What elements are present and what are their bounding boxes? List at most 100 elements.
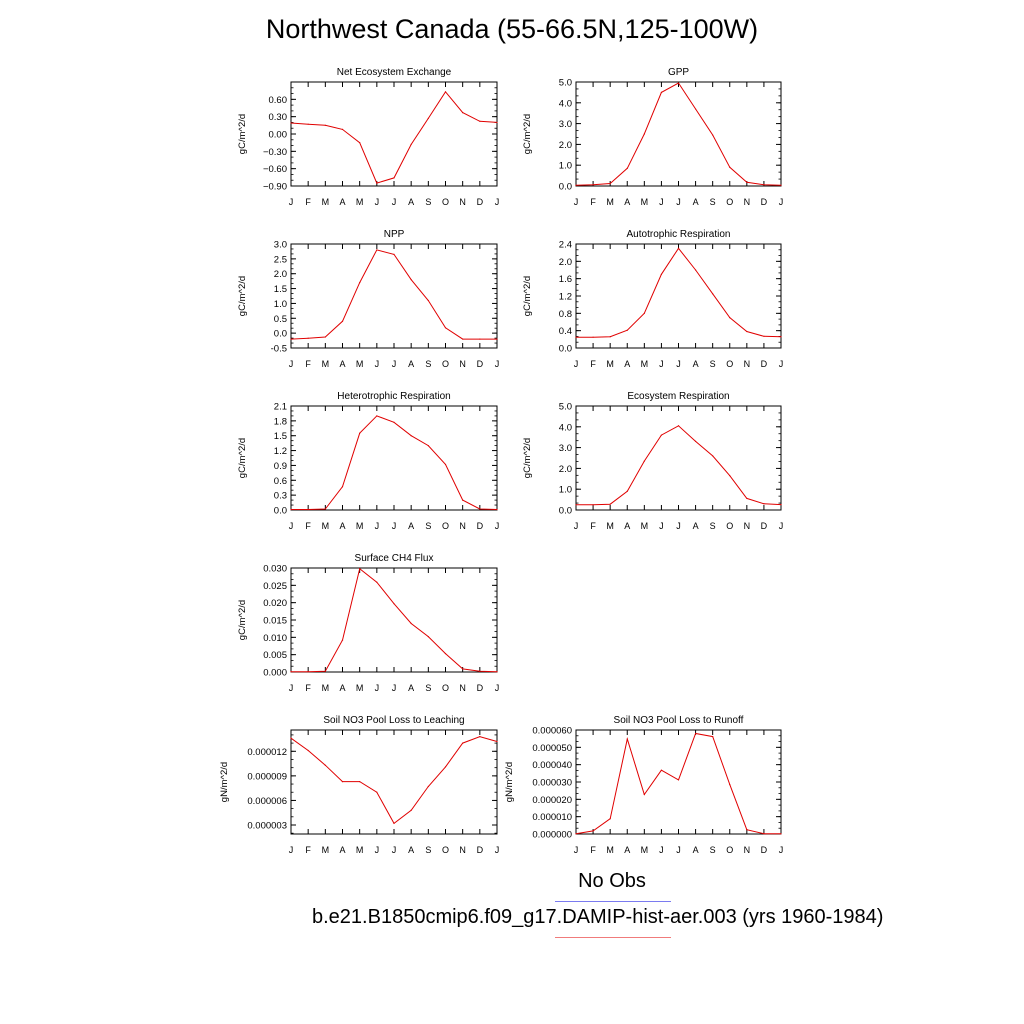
series-line xyxy=(575,82,782,186)
y-tick-label: 2.0 xyxy=(559,140,572,151)
data-point xyxy=(780,336,782,338)
y-tick-label: 1.2 xyxy=(274,446,287,457)
data-point xyxy=(290,122,292,124)
x-tick-label: D xyxy=(477,845,484,855)
y-tick-label: 0.000050 xyxy=(532,743,572,754)
data-point xyxy=(376,249,378,251)
x-tick-label: M xyxy=(356,197,364,207)
series-line xyxy=(290,736,498,825)
series-line xyxy=(291,567,498,673)
x-tick-label: J xyxy=(574,359,579,369)
y-axis-label: gC/m^2/d xyxy=(522,438,533,478)
x-tick-label: J xyxy=(375,359,380,369)
x-tick-label: O xyxy=(442,683,449,693)
x-tick-label: M xyxy=(322,359,330,369)
data-point xyxy=(592,184,594,186)
x-tick-label: A xyxy=(693,197,699,207)
x-tick-label: J xyxy=(659,521,664,531)
data-point xyxy=(677,247,680,249)
x-tick-label: N xyxy=(744,845,751,855)
data-point xyxy=(290,338,292,340)
x-tick-label: A xyxy=(339,359,345,369)
x-tick-label: A xyxy=(339,197,345,207)
y-tick-label: 3.0 xyxy=(559,119,572,130)
x-tick-label: A xyxy=(624,845,630,855)
x-tick-label: O xyxy=(726,197,733,207)
x-tick-label: M xyxy=(356,683,364,693)
plot-frame xyxy=(290,729,498,835)
data-point xyxy=(694,108,697,110)
x-tick-label: D xyxy=(477,521,484,531)
data-point xyxy=(410,279,412,281)
x-tick-label: J xyxy=(574,197,579,207)
y-tick-label: 3.0 xyxy=(559,443,572,454)
panel-title: Heterotrophic Respiration xyxy=(337,391,450,402)
x-tick-label: A xyxy=(339,683,345,693)
x-tick-label: S xyxy=(425,359,431,369)
x-tick-label: A xyxy=(339,521,345,531)
x-tick-label: N xyxy=(744,359,751,369)
x-tick-label: J xyxy=(392,845,397,855)
x-tick-label: N xyxy=(744,197,751,207)
data-point xyxy=(479,120,481,122)
x-tick-label: M xyxy=(322,683,330,693)
y-tick-label: 0.0 xyxy=(274,329,287,340)
data-point xyxy=(444,463,447,466)
y-tick-label: 0.000003 xyxy=(247,820,287,831)
data-point xyxy=(290,671,292,673)
y-tick-label: 2.4 xyxy=(559,240,572,251)
data-point xyxy=(729,784,731,786)
data-point xyxy=(643,312,645,314)
data-point xyxy=(427,117,429,119)
x-tick-label: J xyxy=(659,197,664,207)
x-tick-label: D xyxy=(761,359,768,369)
x-tick-label: J xyxy=(495,683,500,693)
x-tick-label: J xyxy=(495,197,500,207)
x-tick-label: A xyxy=(624,359,630,369)
data-point xyxy=(324,124,326,126)
data-point xyxy=(479,735,481,738)
data-point xyxy=(780,184,782,186)
x-tick-label: M xyxy=(322,521,330,531)
x-tick-label: D xyxy=(761,197,768,207)
x-tick-label: J xyxy=(779,521,784,531)
y-tick-label: 1.8 xyxy=(274,416,287,427)
x-tick-label: J xyxy=(392,683,397,693)
x-tick-label: J xyxy=(392,197,397,207)
x-tick-label: N xyxy=(744,521,751,531)
y-tick-label: 0.000030 xyxy=(532,778,572,789)
panel-title: Autotrophic Respiration xyxy=(627,229,731,240)
data-point xyxy=(359,780,361,783)
y-axis-label: gN/m^2/d xyxy=(219,762,230,802)
y-tick-label: 0.000006 xyxy=(247,796,287,807)
x-tick-label: A xyxy=(693,845,699,855)
x-tick-label: F xyxy=(590,521,596,531)
data-point xyxy=(496,121,498,124)
y-tick-label: 2.0 xyxy=(559,464,572,475)
x-tick-label: N xyxy=(459,521,466,531)
data-point xyxy=(677,779,680,781)
data-point xyxy=(780,503,782,506)
x-tick-label: J xyxy=(289,683,294,693)
data-point xyxy=(592,504,594,506)
plot-frame xyxy=(290,243,498,349)
y-tick-label: 1.6 xyxy=(559,274,572,285)
x-tick-label: D xyxy=(477,197,484,207)
y-tick-label: 0.60 xyxy=(269,95,288,106)
y-tick-label: 4.0 xyxy=(559,98,572,109)
data-point xyxy=(410,143,412,145)
y-tick-label: 0.5 xyxy=(274,314,287,325)
y-tick-label: −0.30 xyxy=(263,147,287,158)
data-point xyxy=(410,622,412,625)
x-tick-label: A xyxy=(408,683,414,693)
y-axis-label: gN/m^2/d xyxy=(504,762,515,802)
x-tick-label: M xyxy=(641,845,649,855)
data-point xyxy=(410,435,412,437)
data-point xyxy=(462,499,464,501)
y-tick-label: 0.005 xyxy=(263,650,287,661)
x-tick-label: O xyxy=(442,521,449,531)
data-point xyxy=(444,327,447,329)
data-point xyxy=(643,460,645,462)
y-tick-label: 0.020 xyxy=(263,598,287,609)
x-tick-label: O xyxy=(726,845,733,855)
